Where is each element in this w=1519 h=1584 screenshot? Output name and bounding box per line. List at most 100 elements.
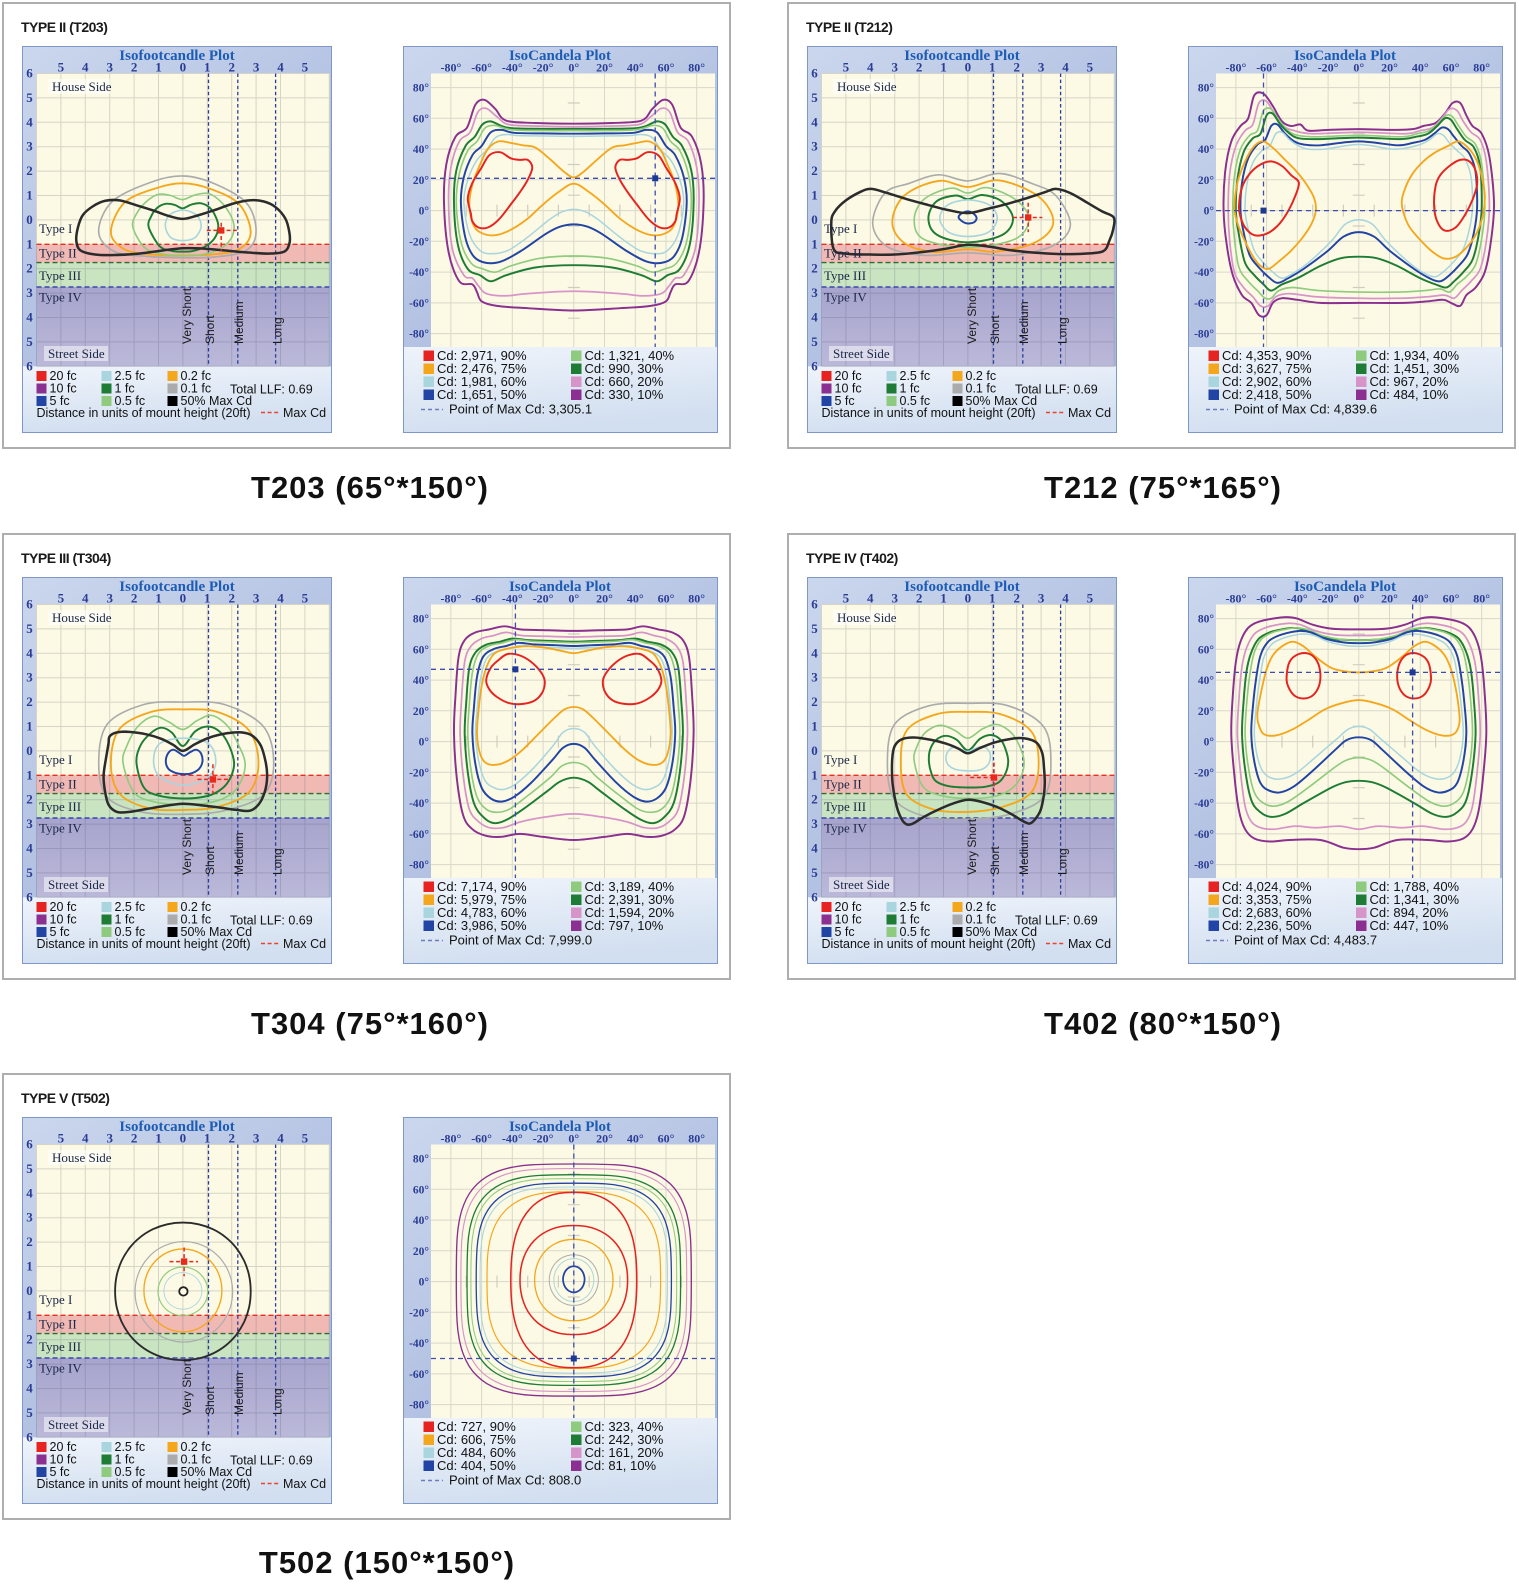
svg-text:Type III: Type III	[39, 268, 81, 283]
svg-text:Type I: Type I	[824, 221, 857, 236]
svg-text:5: 5	[26, 1161, 33, 1176]
svg-text:60°: 60°	[413, 1184, 430, 1196]
svg-text:1 fc: 1 fc	[900, 913, 920, 927]
svg-text:2.5 fc: 2.5 fc	[115, 369, 146, 383]
svg-text:10 fc: 10 fc	[835, 382, 862, 396]
svg-text:-80°: -80°	[441, 61, 462, 75]
svg-text:3: 3	[253, 60, 260, 75]
svg-text:20°: 20°	[413, 175, 430, 187]
svg-text:Isofootcandle Plot: Isofootcandle Plot	[119, 579, 234, 595]
svg-text:0.5 fc: 0.5 fc	[115, 925, 146, 939]
svg-text:4: 4	[811, 114, 818, 129]
svg-text:Type III: Type III	[39, 1339, 81, 1354]
svg-text:-20°: -20°	[409, 1307, 429, 1319]
svg-text:20°: 20°	[1381, 592, 1398, 606]
svg-text:0: 0	[180, 60, 187, 75]
svg-text:5: 5	[58, 60, 65, 75]
svg-text:3: 3	[253, 1131, 260, 1146]
svg-text:1 fc: 1 fc	[115, 382, 135, 396]
svg-text:1: 1	[26, 1307, 33, 1322]
svg-text:1: 1	[811, 719, 818, 734]
svg-text:Max Cd: Max Cd	[283, 406, 326, 420]
svg-text:4: 4	[26, 310, 33, 325]
svg-text:2.5 fc: 2.5 fc	[115, 900, 146, 914]
svg-text:60°: 60°	[1443, 592, 1460, 606]
svg-text:4: 4	[26, 645, 33, 660]
svg-text:80°: 80°	[1473, 592, 1490, 606]
svg-text:Isofootcandle Plot: Isofootcandle Plot	[904, 579, 1019, 595]
svg-text:0.2 fc: 0.2 fc	[966, 369, 997, 383]
svg-text:5: 5	[302, 1131, 309, 1146]
svg-text:2: 2	[26, 694, 33, 709]
svg-text:Type III: Type III	[824, 268, 866, 283]
svg-text:40°: 40°	[627, 61, 644, 75]
svg-text:5: 5	[811, 865, 818, 880]
svg-text:3: 3	[26, 670, 33, 685]
svg-text:2: 2	[26, 792, 33, 807]
svg-text:80°: 80°	[413, 614, 430, 626]
svg-text:2: 2	[811, 163, 818, 178]
svg-text:Cd: 2,902, 60%: Cd: 2,902, 60%	[1222, 374, 1312, 389]
svg-text:Cd: 3,189, 40%: Cd: 3,189, 40%	[585, 879, 675, 894]
svg-text:0.1 fc: 0.1 fc	[181, 913, 212, 927]
svg-text:80°: 80°	[1198, 614, 1215, 626]
svg-text:Distance in units of mount hei: Distance in units of mount height (20ft)	[37, 1477, 251, 1491]
svg-text:2: 2	[811, 261, 818, 276]
svg-text:20°: 20°	[596, 61, 613, 75]
svg-text:20°: 20°	[1381, 61, 1398, 75]
svg-text:Cd: 967, 20%: Cd: 967, 20%	[1370, 374, 1449, 389]
svg-text:2: 2	[131, 591, 138, 606]
svg-text:4: 4	[811, 310, 818, 325]
svg-text:Point of Max Cd: 7,999.0: Point of Max Cd: 7,999.0	[449, 933, 592, 948]
svg-text:Cd: 484, 10%: Cd: 484, 10%	[1370, 387, 1449, 402]
svg-text:3: 3	[26, 285, 33, 300]
svg-text:0: 0	[965, 60, 972, 75]
svg-text:-20°: -20°	[1194, 767, 1214, 779]
svg-text:IsoCandela Plot: IsoCandela Plot	[509, 1119, 611, 1135]
svg-text:3: 3	[106, 1131, 113, 1146]
svg-text:2: 2	[916, 60, 923, 75]
svg-text:-40°: -40°	[409, 798, 429, 810]
svg-text:2: 2	[131, 1131, 138, 1146]
svg-text:2: 2	[228, 1131, 235, 1146]
svg-text:50% Max Cd: 50% Max Cd	[966, 925, 1038, 939]
svg-text:3: 3	[811, 670, 818, 685]
svg-text:2: 2	[1013, 60, 1020, 75]
svg-text:Cd: 484, 60%: Cd: 484, 60%	[437, 1445, 516, 1460]
svg-text:Type II: Type II	[39, 1316, 77, 1331]
svg-text:0: 0	[180, 1131, 187, 1146]
svg-text:Short: Short	[988, 846, 1002, 875]
svg-text:Medium: Medium	[1017, 832, 1031, 875]
svg-text:4: 4	[26, 841, 33, 856]
svg-text:5: 5	[26, 865, 33, 880]
svg-text:0.1 fc: 0.1 fc	[966, 382, 997, 396]
svg-text:3: 3	[253, 591, 260, 606]
svg-text:Type I: Type I	[39, 752, 72, 767]
svg-text:4: 4	[867, 591, 874, 606]
svg-text:Type IV: Type IV	[39, 1360, 82, 1375]
svg-text:20 fc: 20 fc	[835, 900, 862, 914]
svg-text:-40°: -40°	[1194, 798, 1214, 810]
svg-text:3: 3	[26, 1210, 33, 1225]
svg-text:-20°: -20°	[1318, 592, 1339, 606]
svg-text:Long: Long	[1056, 848, 1070, 875]
svg-text:40°: 40°	[1198, 144, 1215, 156]
svg-text:-20°: -20°	[409, 236, 429, 248]
svg-text:10 fc: 10 fc	[50, 382, 77, 396]
svg-text:Type I: Type I	[39, 1292, 72, 1307]
svg-text:House Side: House Side	[52, 79, 112, 94]
svg-text:3: 3	[811, 285, 818, 300]
svg-text:4: 4	[277, 1131, 284, 1146]
svg-text:-40°: -40°	[409, 1338, 429, 1350]
svg-text:20 fc: 20 fc	[50, 369, 77, 383]
svg-text:-80°: -80°	[409, 1400, 429, 1412]
svg-text:Cd: 4,024, 90%: Cd: 4,024, 90%	[1222, 879, 1312, 894]
svg-text:-60°: -60°	[409, 829, 429, 841]
svg-text:Cd: 161, 20%: Cd: 161, 20%	[585, 1445, 664, 1460]
svg-text:80°: 80°	[1198, 83, 1215, 95]
svg-text:Cd: 606, 75%: Cd: 606, 75%	[437, 1432, 516, 1447]
svg-text:Long: Long	[1056, 317, 1070, 344]
svg-text:Isofootcandle Plot: Isofootcandle Plot	[904, 48, 1019, 64]
svg-text:Street Side: Street Side	[48, 1417, 105, 1432]
svg-text:20°: 20°	[1198, 175, 1215, 187]
